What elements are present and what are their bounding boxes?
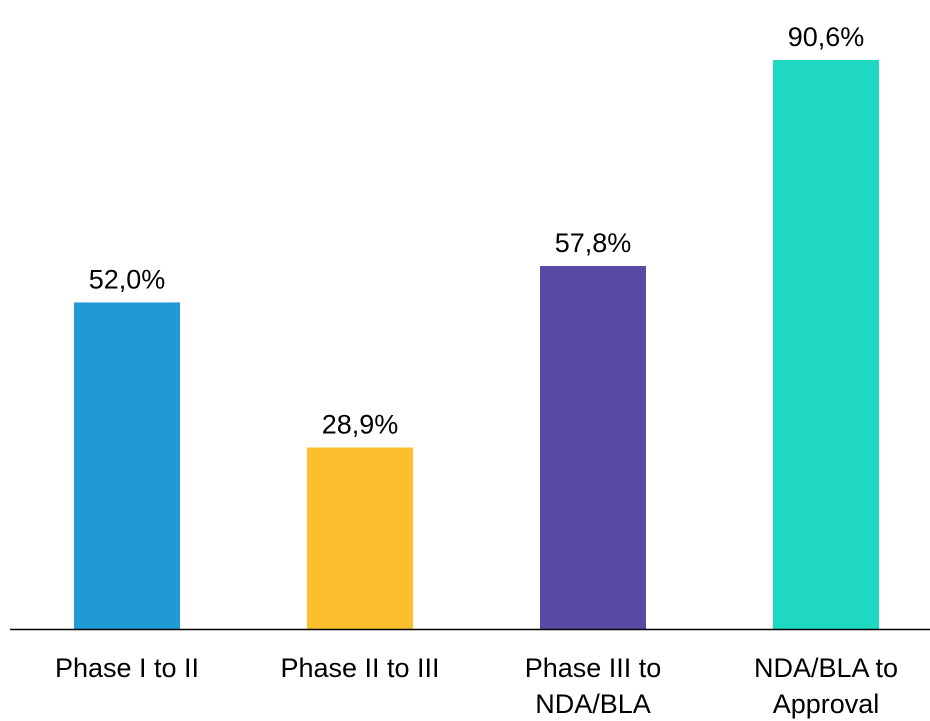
category-label-3-line-2: NDA/BLA	[535, 689, 651, 719]
category-label-2-line-1: Phase II to III	[280, 653, 439, 683]
data-label-3: 57,8%	[555, 228, 632, 258]
category-label-2: Phase II to III	[280, 653, 439, 683]
bar-4	[773, 60, 879, 630]
bars-group	[74, 60, 879, 630]
category-label-1: Phase I to II	[55, 653, 199, 683]
category-label-3: Phase III to NDA/BLA	[525, 653, 662, 719]
category-labels-group: Phase I to II Phase II to III Phase III to…	[55, 653, 898, 719]
value-labels-group: 52,0% 28,9% 57,8% 90,6%	[89, 22, 865, 439]
category-label-1-line-1: Phase I to II	[55, 653, 199, 683]
data-label-2: 28,9%	[322, 410, 399, 440]
bar-2	[307, 447, 413, 629]
category-label-4: NDA/BLA to Approval	[754, 653, 898, 719]
data-label-1: 52,0%	[89, 264, 166, 294]
bar-3	[540, 266, 646, 629]
category-label-4-line-2: Approval	[773, 689, 880, 719]
bar-1	[74, 302, 180, 629]
data-label-4: 90,6%	[788, 22, 865, 52]
category-label-4-line-1: NDA/BLA to	[754, 653, 898, 683]
category-label-3-line-1: Phase III to	[525, 653, 662, 683]
